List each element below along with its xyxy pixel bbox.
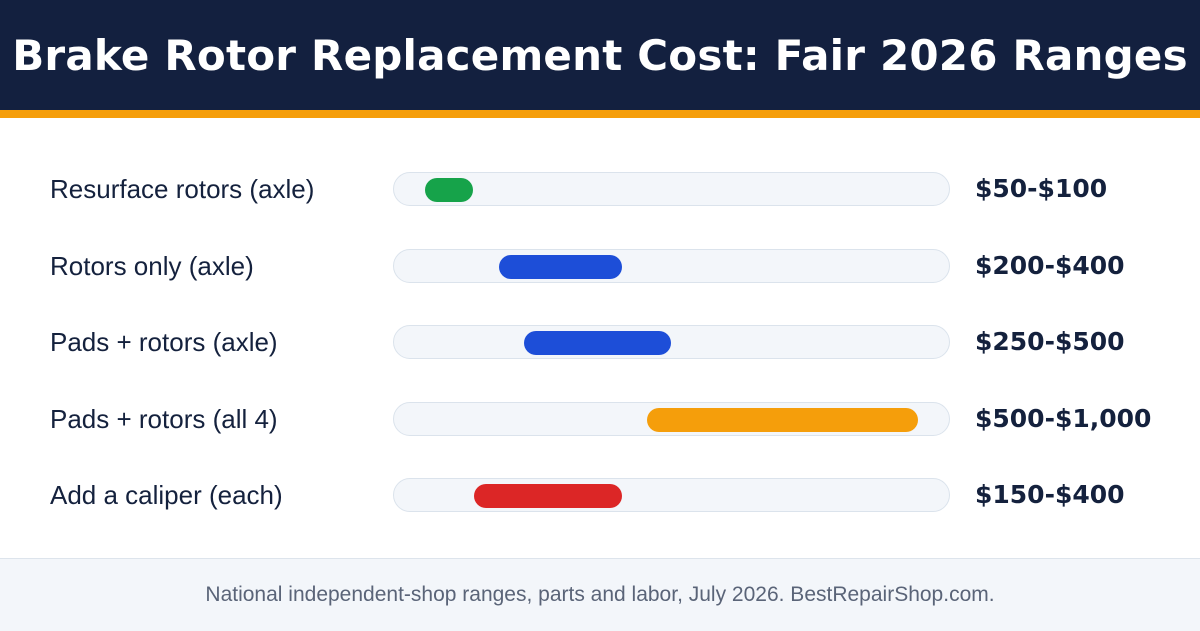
range-value-label: $200-$400 xyxy=(975,250,1125,280)
range-value-label: $50-$100 xyxy=(975,174,1108,203)
range-bar xyxy=(424,178,474,202)
range-track xyxy=(393,325,950,359)
chart-row: Add a caliper (each) $150-$400 xyxy=(0,477,1200,513)
footer: National independent-shop ranges, parts … xyxy=(0,558,1200,631)
header-accent-stripe xyxy=(0,110,1200,118)
range-track xyxy=(393,401,950,436)
range-track xyxy=(393,172,950,206)
chart-row: Rotors only (axle) $200-$400 xyxy=(0,248,1200,284)
range-value-label: $500-$1,000 xyxy=(975,403,1152,433)
range-bar xyxy=(474,484,622,508)
range-bar xyxy=(647,407,919,432)
chart-row: Pads + rotors (all 4) $500-$1,000 xyxy=(0,401,1200,437)
category-label: Pads + rotors (all 4) xyxy=(50,403,278,434)
range-track xyxy=(393,478,950,512)
category-label: Resurface rotors (axle) xyxy=(50,174,315,204)
chart-row: Pads + rotors (axle) $250-$500 xyxy=(0,324,1200,360)
range-value-label: $150-$400 xyxy=(975,480,1125,509)
chart-row: Resurface rotors (axle) $50-$100 xyxy=(0,171,1200,207)
range-bar xyxy=(523,331,672,355)
category-label: Add a caliper (each) xyxy=(50,480,283,510)
category-label: Pads + rotors (axle) xyxy=(50,327,278,357)
footer-note: National independent-shop ranges, parts … xyxy=(205,583,995,606)
range-bar xyxy=(498,254,622,279)
header-banner: Brake Rotor Replacement Cost: Fair 2026 … xyxy=(0,0,1200,110)
category-label: Rotors only (axle) xyxy=(50,250,254,281)
range-value-label: $250-$500 xyxy=(975,327,1125,356)
chart-title: Brake Rotor Replacement Cost: Fair 2026 … xyxy=(12,30,1188,80)
range-track xyxy=(393,248,950,283)
